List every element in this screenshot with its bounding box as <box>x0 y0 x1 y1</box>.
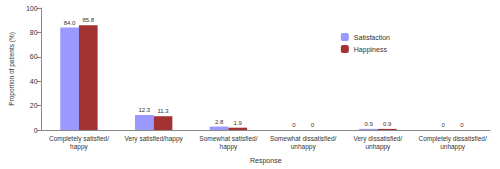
svg-text:Satisfaction: Satisfaction <box>354 34 390 41</box>
svg-text:0.9: 0.9 <box>383 121 392 127</box>
svg-text:0: 0 <box>34 127 38 134</box>
svg-text:Proportion of patients (%): Proportion of patients (%) <box>8 32 16 106</box>
svg-text:0: 0 <box>311 122 315 128</box>
svg-text:80: 80 <box>30 29 38 36</box>
svg-text:unhappy: unhappy <box>440 143 466 151</box>
svg-text:1.9: 1.9 <box>234 120 243 126</box>
svg-text:happy: happy <box>220 143 238 151</box>
svg-text:85.8: 85.8 <box>82 17 94 23</box>
svg-text:happy: happy <box>70 143 88 151</box>
svg-text:0: 0 <box>292 122 296 128</box>
svg-text:0: 0 <box>442 122 446 128</box>
svg-text:84.0: 84.0 <box>64 20 76 26</box>
svg-text:100: 100 <box>26 5 38 12</box>
svg-text:Very satisfied/happy: Very satisfied/happy <box>125 135 184 143</box>
svg-text:Completely dissatisfied/: Completely dissatisfied/ <box>418 135 486 143</box>
svg-text:Somewhat dissatisfied/: Somewhat dissatisfied/ <box>270 135 337 142</box>
svg-text:11.3: 11.3 <box>157 108 169 114</box>
svg-text:Somewhat satisfied/: Somewhat satisfied/ <box>199 135 257 142</box>
svg-text:Completely satisfied/: Completely satisfied/ <box>49 135 109 143</box>
svg-text:12.3: 12.3 <box>138 107 150 113</box>
svg-text:2.8: 2.8 <box>215 119 224 125</box>
svg-text:0: 0 <box>460 122 464 128</box>
svg-text:Response: Response <box>250 157 282 165</box>
svg-text:unhappy: unhappy <box>291 143 317 151</box>
svg-text:0.9: 0.9 <box>364 121 373 127</box>
svg-text:40: 40 <box>30 78 38 85</box>
svg-text:Happiness: Happiness <box>354 46 388 54</box>
svg-text:20: 20 <box>30 102 38 109</box>
svg-text:60: 60 <box>30 53 38 60</box>
svg-text:Very dissatisfied/: Very dissatisfied/ <box>354 135 403 143</box>
svg-text:unhappy: unhappy <box>365 143 391 151</box>
